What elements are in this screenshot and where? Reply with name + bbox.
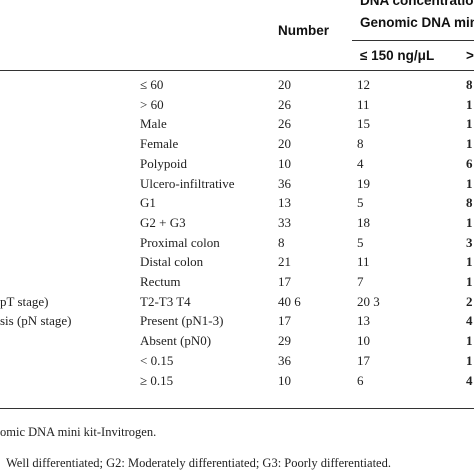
row-low-concentration: 12 [357,77,370,92]
row-low-concentration: 11 [357,254,370,270]
row-low-concentration: 10 [357,333,370,349]
row-number: 10 [278,372,291,388]
row-low-concentration: 7 [357,274,364,289]
row-number: 36 [278,352,291,368]
row-number: 17 [278,313,291,329]
row-low-concentration: 18 [357,214,370,230]
row-number: 8 [278,234,285,250]
footnote-line2: Well differentiated; G2: Moderately diff… [6,456,391,470]
number-column-header: Number [278,23,330,38]
row-high-concentration: 4 [466,372,473,388]
row-category: G2 + G3 [140,214,186,230]
row-high-concentration: 1 [466,116,473,132]
row-category: Male [140,116,167,132]
row-low-concentration: 6 [357,372,364,388]
row-high-concentration: 1 [466,136,473,152]
row-category: Absent (pN0) [140,333,212,349]
row-number: 13 [278,195,291,211]
row-category: Ulcero-infiltrative [140,175,235,191]
row-number: 20 [278,77,291,92]
row-number: 26 [278,96,291,112]
row-low-concentration: 4 [357,155,364,171]
row-category: Distal colon [140,254,204,270]
footnote-line1: omic DNA mini kit-Invitrogen. [0,425,157,439]
row-low-concentration: 15 [357,116,370,132]
row-group: sis (pN stage) [0,313,72,329]
row-number: 33 [278,214,291,230]
row-high-concentration: 1 [466,175,473,191]
row-low-concentration: 5 [357,234,364,250]
row-high-concentration: 1 [466,352,473,368]
header-bottom-rule [0,70,474,71]
row-category: < 0.15 [140,352,174,368]
low-concentration-column-header: ≤ 150 ng/μL [360,48,435,63]
row-group: pT stage) [0,293,49,309]
row-category: > 60 [140,96,164,112]
row-category: Female [140,136,179,152]
dna-concentration-title-line1: DNA concentration P [360,0,474,8]
row-category: Proximal colon [140,234,220,250]
row-category: Polypoid [140,155,187,171]
row-high-concentration: 1 [466,96,473,112]
row-low-concentration: 8 [357,136,364,152]
row-category: Rectum [140,274,181,289]
row-number: 26 [278,116,291,132]
row-high-concentration: 4 [466,313,473,329]
row-category: ≥ 0.15 [140,372,174,388]
row-number: 36 [278,175,291,191]
row-high-concentration: 1 [466,214,473,230]
row-low-concentration: 5 [357,195,364,211]
row-high-concentration: 1 [466,274,473,289]
row-category: Present (pN1-3) [140,313,224,329]
row-low-concentration: 20 3 [357,293,380,309]
row-number: 21 [278,254,291,270]
row-low-concentration: 19 [357,175,370,191]
row-high-concentration: 3 [466,234,473,250]
row-number: 17 [278,274,291,289]
dna-concentration-title-line2: Genomic DNA mini ki [360,15,474,30]
row-high-concentration: 1 [466,254,473,270]
row-high-concentration: 6 [466,155,473,171]
high-concentration-column-header: > [466,48,474,63]
row-number: 40 6 [278,293,301,309]
row-low-concentration: 13 [357,313,370,329]
row-high-concentration: 2 [466,293,473,309]
row-category: ≤ 60 [140,77,164,92]
row-high-concentration: 8 [466,77,473,92]
row-low-concentration: 17 [357,352,370,368]
row-category: T2-T3 T4 [140,293,191,309]
row-low-concentration: 11 [357,96,370,112]
row-number: 29 [278,333,291,349]
row-high-concentration: 8 [466,195,473,211]
row-category: G1 [140,195,156,211]
header-subrule [352,40,474,41]
row-number: 10 [278,155,291,171]
row-high-concentration: 1 [466,333,473,349]
table-bottom-rule [0,408,474,409]
row-number: 20 [278,136,291,152]
